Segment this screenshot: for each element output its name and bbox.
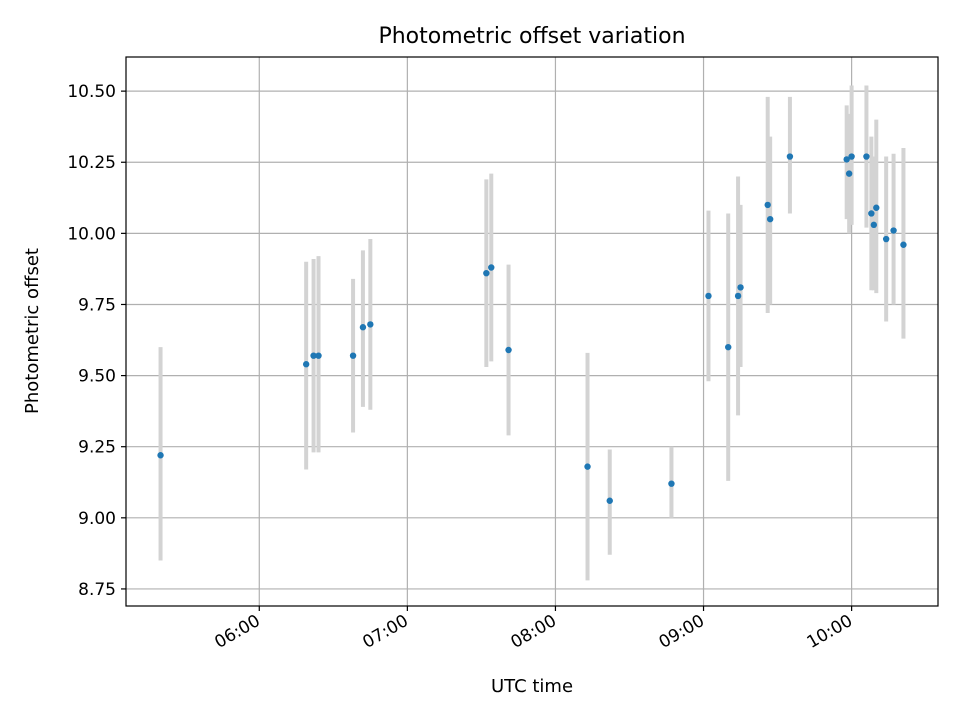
x-axis-label: UTC time: [491, 676, 573, 697]
data-point: [873, 204, 880, 211]
data-point: [488, 264, 495, 271]
data-point: [900, 241, 907, 248]
data-point: [890, 227, 897, 234]
data-point: [868, 210, 875, 217]
data-point: [349, 352, 357, 359]
y-tick-label: 10.25: [67, 153, 116, 173]
y-axis-label: Photometric offset: [22, 248, 43, 414]
data-point: [668, 480, 675, 487]
data-point: [766, 215, 774, 223]
grid-layer: [126, 57, 938, 606]
data-point: [764, 201, 771, 209]
data-point: [845, 170, 853, 177]
data-point: [882, 235, 890, 243]
y-tick-label: 10.50: [67, 82, 116, 102]
data-point: [737, 284, 744, 291]
data-point: [359, 324, 367, 331]
data-point: [725, 343, 732, 351]
data-point: [367, 321, 374, 328]
data-point: [157, 452, 164, 459]
y-tick-label: 9.00: [78, 509, 116, 529]
data-point: [705, 292, 712, 300]
y-tick-label: 8.75: [78, 580, 116, 600]
y-tick-label: 9.75: [78, 295, 116, 315]
data-point: [584, 463, 591, 470]
data-point: [302, 361, 310, 368]
chart-title: Photometric offset variation: [378, 24, 685, 49]
data-point: [310, 352, 317, 359]
data-point: [843, 156, 850, 163]
data-point: [483, 269, 490, 277]
data-point: [505, 346, 512, 354]
y-tick-label: 10.00: [67, 224, 116, 244]
data-point: [848, 153, 855, 160]
point-layer: [157, 153, 907, 504]
y-tick-label: 9.25: [78, 438, 116, 458]
plot-frame: [125, 56, 939, 607]
data-point: [315, 352, 322, 359]
data-point: [734, 292, 742, 300]
data-point: [870, 221, 878, 229]
data-point: [606, 497, 613, 504]
y-tick-label: 9.50: [78, 367, 116, 387]
data-point: [786, 153, 794, 160]
data-point: [863, 153, 870, 160]
